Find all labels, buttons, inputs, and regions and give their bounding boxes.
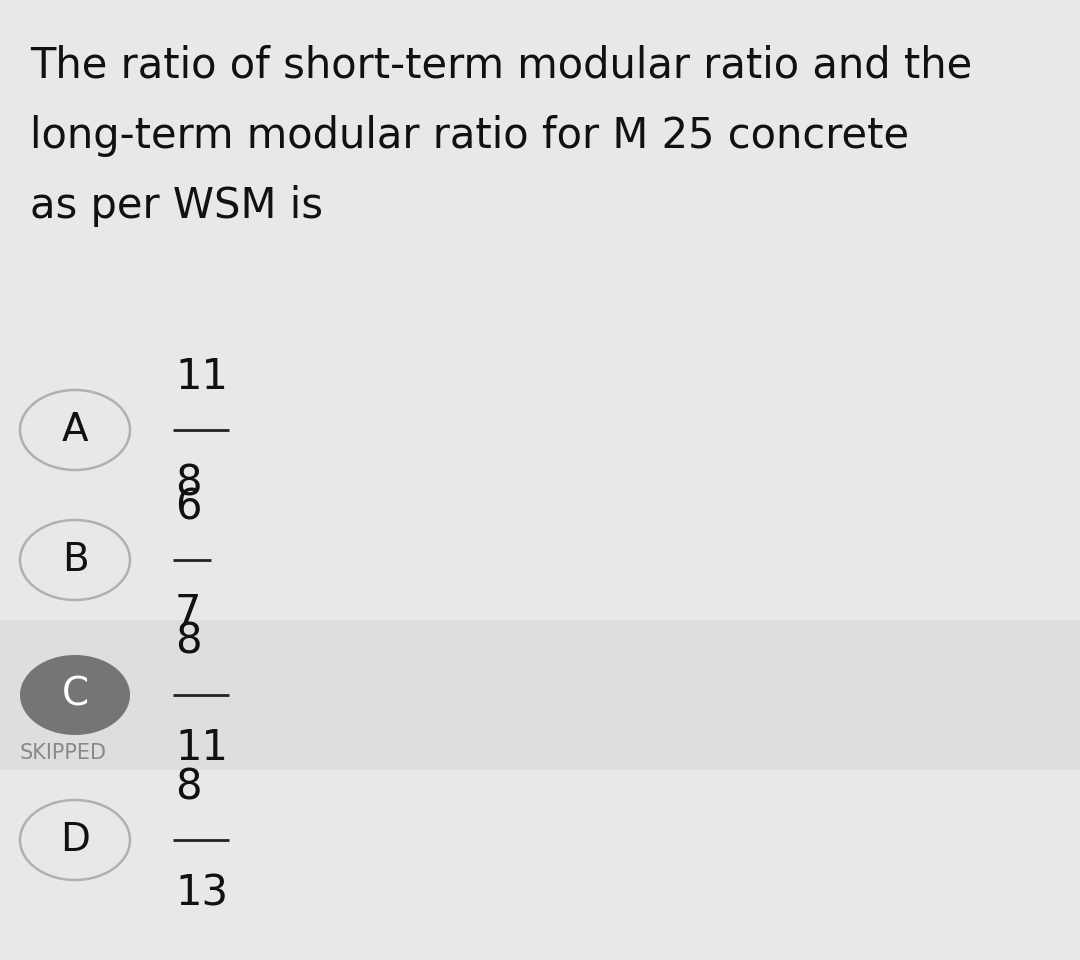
Text: 7: 7 [175,592,201,634]
Ellipse shape [21,655,130,735]
Text: long-term modular ratio for M 25 concrete: long-term modular ratio for M 25 concret… [30,115,909,157]
Bar [0,620,1080,770]
Text: B: B [62,541,89,579]
Text: A: A [62,411,89,449]
Ellipse shape [21,800,130,880]
Text: SKIPPED: SKIPPED [21,743,107,763]
Text: D: D [60,821,90,859]
Text: as per WSM is: as per WSM is [30,185,323,227]
Text: 13: 13 [175,872,228,914]
Text: 6: 6 [175,486,202,528]
Text: 8: 8 [175,766,202,808]
Text: 8: 8 [175,621,202,663]
Ellipse shape [21,520,130,600]
Text: 11: 11 [175,356,228,398]
Text: The ratio of short-term modular ratio and the: The ratio of short-term modular ratio an… [30,45,972,87]
Text: 11: 11 [175,727,228,769]
Ellipse shape [21,390,130,470]
Text: 8: 8 [175,462,202,504]
Text: C: C [62,676,89,714]
